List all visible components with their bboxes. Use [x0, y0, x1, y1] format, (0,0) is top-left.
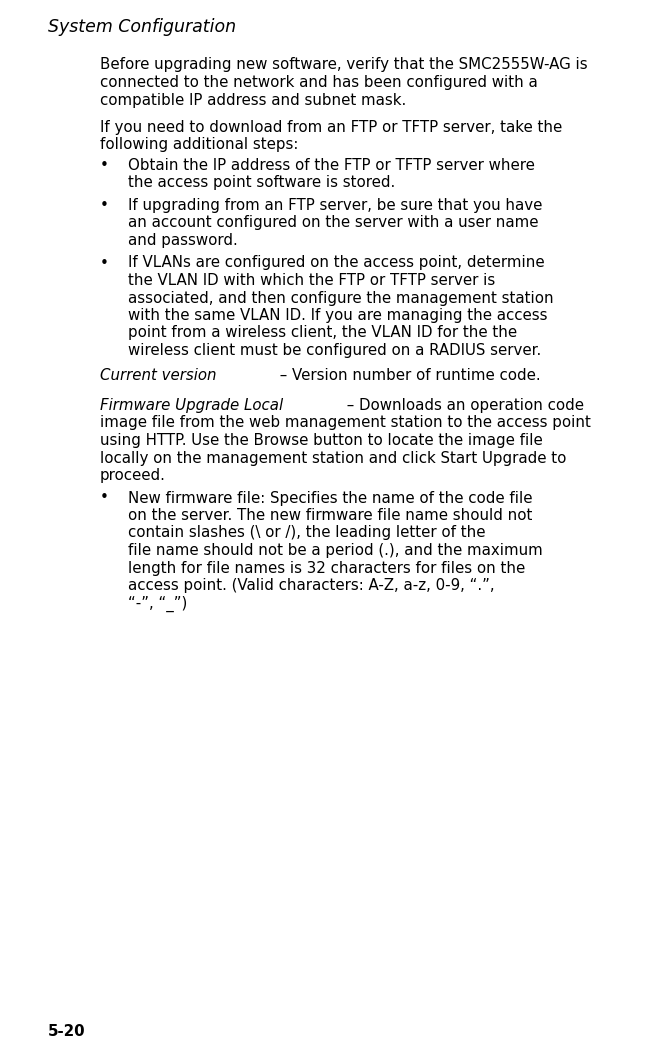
Text: connected to the network and has been configured with a: connected to the network and has been co…: [100, 75, 538, 90]
Text: If VLANs are configured on the access point, determine: If VLANs are configured on the access po…: [128, 256, 545, 270]
Text: contain slashes (\ or /), the leading letter of the: contain slashes (\ or /), the leading le…: [128, 526, 486, 541]
Text: compatible IP address and subnet mask.: compatible IP address and subnet mask.: [100, 93, 406, 107]
Text: •: •: [100, 198, 109, 213]
Text: point from a wireless client, the VLAN ID for the the: point from a wireless client, the VLAN I…: [128, 325, 517, 341]
Text: New firmware file: Specifies the name of the code file: New firmware file: Specifies the name of…: [128, 490, 533, 506]
Text: file name should not be a period (.), and the maximum: file name should not be a period (.), an…: [128, 543, 543, 558]
Text: using HTTP. Use the Browse button to locate the image file: using HTTP. Use the Browse button to loc…: [100, 433, 543, 448]
Text: – Downloads an operation code: – Downloads an operation code: [342, 398, 584, 413]
Text: If upgrading from an FTP server, be sure that you have: If upgrading from an FTP server, be sure…: [128, 198, 542, 213]
Text: an account configured on the server with a user name: an account configured on the server with…: [128, 216, 538, 230]
Text: access point. (Valid characters: A-Z, a-z, 0-9, “.”,: access point. (Valid characters: A-Z, a-…: [128, 578, 495, 593]
Text: locally on the management station and click Start Upgrade to: locally on the management station and cl…: [100, 450, 566, 465]
Text: with the same VLAN ID. If you are managing the access: with the same VLAN ID. If you are managi…: [128, 308, 547, 323]
Text: •: •: [100, 490, 109, 506]
Text: Firmware Upgrade Local: Firmware Upgrade Local: [100, 398, 283, 413]
Text: •: •: [100, 256, 109, 270]
Text: associated, and then configure the management station: associated, and then configure the manag…: [128, 290, 553, 305]
Text: proceed.: proceed.: [100, 468, 166, 483]
Text: Obtain the IP address of the FTP or TFTP server where: Obtain the IP address of the FTP or TFTP…: [128, 158, 535, 173]
Text: following additional steps:: following additional steps:: [100, 138, 298, 153]
Text: “-”, “_”): “-”, “_”): [128, 595, 187, 611]
Text: 5-20: 5-20: [48, 1024, 86, 1039]
Text: •: •: [100, 158, 109, 173]
Text: and password.: and password.: [128, 232, 238, 248]
Text: on the server. The new firmware file name should not: on the server. The new firmware file nam…: [128, 508, 533, 523]
Text: System Configuration: System Configuration: [48, 18, 236, 36]
Text: image file from the web management station to the access point: image file from the web management stati…: [100, 416, 591, 430]
Text: Current version: Current version: [100, 368, 217, 384]
Text: the VLAN ID with which the FTP or TFTP server is: the VLAN ID with which the FTP or TFTP s…: [128, 274, 495, 288]
Text: If you need to download from an FTP or TFTP server, take the: If you need to download from an FTP or T…: [100, 120, 562, 135]
Text: length for file names is 32 characters for files on the: length for file names is 32 characters f…: [128, 561, 525, 575]
Text: the access point software is stored.: the access point software is stored.: [128, 176, 395, 190]
Text: Before upgrading new software, verify that the SMC2555W-AG is: Before upgrading new software, verify th…: [100, 58, 588, 73]
Text: – Version number of runtime code.: – Version number of runtime code.: [275, 368, 541, 384]
Text: wireless client must be configured on a RADIUS server.: wireless client must be configured on a …: [128, 343, 541, 358]
